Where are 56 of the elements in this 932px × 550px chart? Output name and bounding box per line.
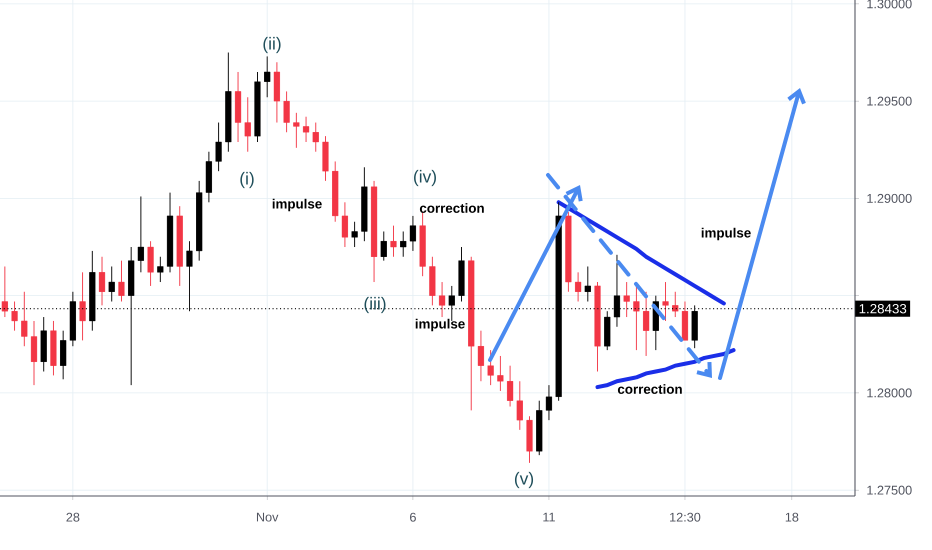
y-tick-label: 1.29500 [867,96,912,106]
annotation: impulse [416,318,465,332]
annotation: (iv) [414,170,436,186]
x-tick-label: 6 [410,512,416,522]
y-tick-label: 1.27500 [867,486,912,495]
candlestick [21,291,28,347]
candlestick [400,230,406,258]
candlestick [662,282,669,322]
annotation: correction [618,384,682,394]
annotation: correction [420,203,484,213]
annotation: impulse [702,228,751,240]
annotation: (iii) [364,296,386,314]
annotation: (i) [240,172,254,188]
candlestick [506,365,514,407]
candlestick [478,330,484,382]
x-tick-label: Nov [256,512,278,522]
x-tick-label: 12:30 [670,512,700,522]
candlestick [390,225,397,258]
x-tick-label: 11 [543,512,555,522]
candlestick [584,266,591,302]
y-tick-label: 1.28000 [867,388,912,398]
candlestick [342,202,348,248]
candlestick [438,282,446,318]
candlestick [312,122,319,152]
y-tick-label: 1.29000 [867,194,912,203]
candlestick [380,230,387,262]
candlestick [264,56,270,98]
ref-line-label: 1.28433 [860,304,906,314]
candlestick [410,215,416,252]
candlestick [497,355,504,392]
annotation: (ii) [263,36,281,54]
candlestick [2,266,8,318]
annotation: (v) [514,472,534,488]
candlestick [11,301,18,332]
candlestick [516,380,523,430]
x-tick-label: 18 [786,512,798,522]
candlestick [79,272,86,341]
candlestick [138,196,144,273]
candlestick [118,260,125,302]
candlestick [244,96,251,152]
candlestick [574,272,582,302]
candlestick [108,266,115,302]
candlestick [157,256,164,283]
candlestick [293,112,300,148]
candlestick [284,90,290,133]
candlestick [672,291,678,318]
candlestick [642,291,650,356]
candlestick [352,221,358,248]
x-tick-label: 28 [66,512,80,522]
annotation: impulse [272,198,322,212]
candlestick [302,116,310,142]
candlestick [215,122,222,172]
candlestick [624,282,630,318]
candlestick [98,256,106,306]
candlestick [546,384,552,421]
candlestick [633,285,640,351]
